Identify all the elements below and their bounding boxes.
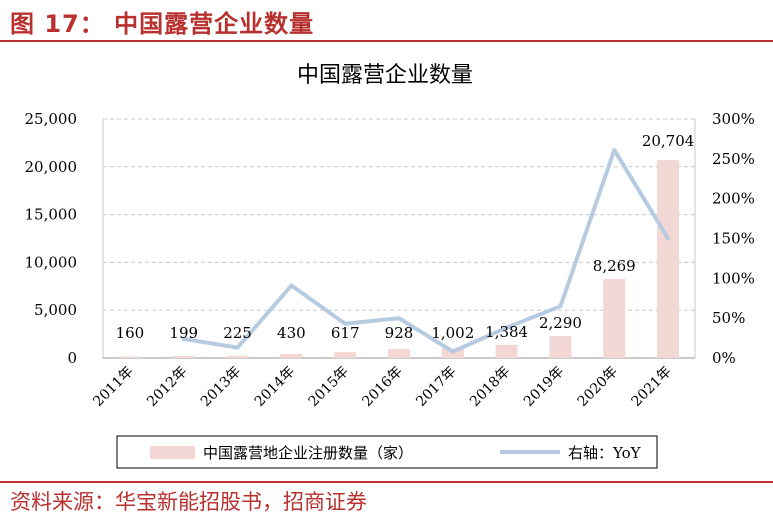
left-axis-tick-label: 0 — [67, 349, 77, 367]
right-axis-ticks: 0% 50% 100% 150% 200% 250% 300% — [712, 110, 755, 367]
bar — [657, 160, 680, 358]
bar — [334, 352, 357, 358]
bar-data-label: 2,290 — [539, 314, 582, 332]
yoy-line-series — [181, 148, 671, 354]
legend-bar-swatch — [150, 446, 195, 459]
x-axis-tick-label: 2013年 — [198, 364, 244, 410]
left-axis-tick-label: 25,000 — [25, 110, 78, 128]
left-axis-tick-label: 15,000 — [25, 206, 78, 224]
right-axis-tick-label: 150% — [712, 230, 755, 248]
right-axis-tick-label: 250% — [712, 150, 755, 168]
bar — [388, 349, 410, 358]
x-axis-tick-label: 2016年 — [359, 364, 405, 410]
x-axis-tick-label: 2015年 — [306, 364, 352, 410]
x-axis-tick-label: 2020年 — [575, 364, 621, 410]
source-note: 资料来源：华宝新能招股书，招商证券 — [10, 490, 367, 514]
chart-title: 中国露营企业数量 — [297, 63, 473, 88]
bar — [172, 356, 195, 358]
gridlines — [102, 118, 696, 359]
x-axis-tick-label: 2014年 — [252, 364, 298, 410]
left-axis-tick-label: 5,000 — [34, 301, 77, 319]
bar-data-label: 20,704 — [642, 132, 695, 150]
x-axis-tick-label: 2019年 — [521, 364, 567, 410]
chart-svg: 中国露营企业数量 160 199 225 430 617 928 1,002 1,384 2,2… — [25, 63, 755, 469]
bar-data-label: 160 — [116, 324, 145, 342]
legend-line-label: 右轴：YoY — [568, 444, 642, 462]
bar — [280, 353, 303, 358]
x-axis-tick-label: 2021年 — [629, 364, 675, 410]
right-axis-tick-label: 200% — [712, 190, 755, 208]
right-axis-tick-label: 300% — [712, 110, 755, 128]
bar-data-label: 928 — [385, 324, 414, 342]
figure-header: 图 17： 中国露营企业数量 — [0, 0, 773, 40]
bar-data-label: 8,269 — [593, 257, 636, 275]
right-axis-tick-label: 0% — [712, 349, 736, 367]
bar — [549, 336, 572, 358]
right-axis-tick-label: 50% — [712, 309, 745, 327]
bar-data-label: 617 — [331, 324, 360, 342]
x-axis-tick-label: 2011年 — [90, 364, 136, 410]
bar-data-label: 199 — [169, 324, 198, 342]
bar — [495, 344, 518, 358]
footer-divider — [0, 481, 773, 483]
legend: 中国露营地企业注册数量（家） 右轴：YoY — [116, 435, 658, 469]
bar-data-label: 1,002 — [431, 324, 474, 342]
bar-data-label: 430 — [277, 324, 306, 342]
x-axis-ticks: 2011年 2012年 2013年 2014年 2015年 2016年 2017年 2018年… — [90, 364, 675, 410]
left-axis-tick-label: 20,000 — [25, 158, 78, 176]
header-divider — [0, 40, 773, 42]
bar — [603, 278, 626, 358]
figure-title: 图 17： 中国露营企业数量 — [10, 10, 315, 38]
data-labels: 160 199 225 430 617 928 1,002 1,384 2,290 8,269 20… — [116, 132, 695, 342]
bar — [118, 356, 141, 358]
x-axis-tick-label: 2017年 — [413, 364, 459, 410]
right-axis-tick-label: 100% — [712, 269, 755, 287]
left-axis-ticks: 0 5,000 10,000 15,000 20,000 25,000 — [25, 110, 78, 367]
chart-container: 中国露营企业数量 160 199 225 430 617 928 1,002 1,384 2,2… — [0, 42, 773, 482]
legend-bar-label: 中国露营地企业注册数量（家） — [203, 444, 413, 462]
yoy-line — [181, 148, 671, 354]
x-axis-tick-label: 2018年 — [467, 364, 513, 410]
bar-series — [118, 160, 680, 358]
bar-data-label: 1,384 — [485, 323, 528, 341]
left-axis-tick-label: 10,000 — [25, 253, 78, 271]
x-axis-tick-label: 2012年 — [144, 364, 190, 410]
bar-data-label: 225 — [223, 324, 252, 342]
bar — [226, 355, 249, 358]
legend-box — [116, 435, 658, 469]
